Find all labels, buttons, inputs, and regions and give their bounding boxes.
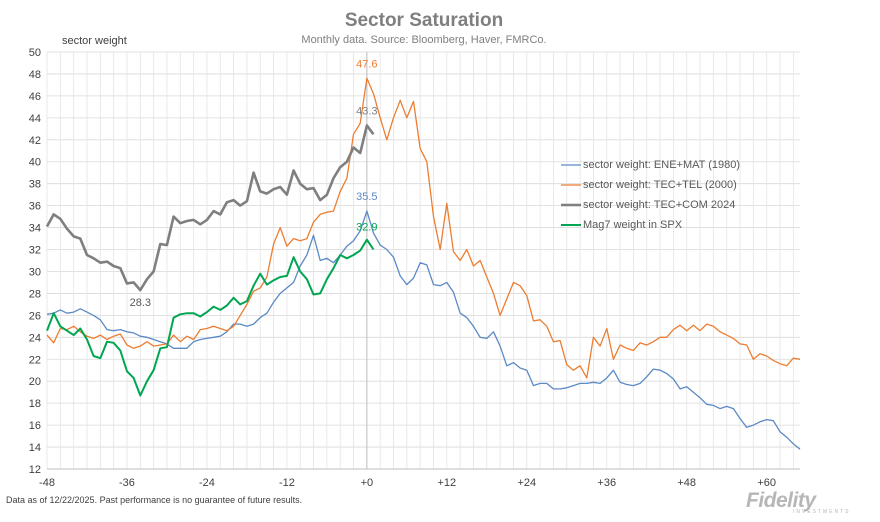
legend-label-ene-mat: sector weight: ENE+MAT (1980) xyxy=(583,159,741,171)
fidelity-logo-tagline: INVESTMENTS xyxy=(793,509,851,515)
y-tick-label: 28 xyxy=(29,288,41,300)
series-line-ene-mat xyxy=(46,210,801,450)
series-line-tec-tel xyxy=(46,77,801,379)
y-tick-label: 42 xyxy=(29,135,41,147)
x-tick-label: -24 xyxy=(199,477,215,489)
y-axis-label: sector weight xyxy=(62,35,127,47)
data-label: 32.9 xyxy=(356,222,377,234)
x-tick-label: +60 xyxy=(757,477,776,489)
gridlines xyxy=(46,51,800,470)
x-tick-label: +36 xyxy=(597,477,616,489)
data-label-min: 28.3 xyxy=(130,297,151,309)
y-tick-label: 30 xyxy=(29,266,41,278)
x-tick-label: +24 xyxy=(517,477,536,489)
y-tick-label: 14 xyxy=(29,442,41,454)
y-tick-label: 18 xyxy=(29,398,41,410)
y-tick-label: 38 xyxy=(29,179,41,191)
x-tick-label: -48 xyxy=(39,477,55,489)
legend-item-tec-com: sector weight: TEC+COM 2024 xyxy=(561,195,740,215)
data-label: 35.5 xyxy=(356,191,377,203)
y-tick-label: 22 xyxy=(29,354,41,366)
footnote: Data as of 12/22/2025. Past performance … xyxy=(6,495,303,505)
y-tick-label: 12 xyxy=(29,464,41,476)
data-labels: 35.5 47.6 43.3 32.9 28.3 xyxy=(130,58,378,309)
y-axis-ticks: 12 14 16 18 20 22 24 26 28 30 32 34 36 38 40 42 44 46 48 50 xyxy=(29,47,41,476)
legend-item-mag7: Mag7 weight in SPX xyxy=(561,215,740,235)
legend-item-tec-tel: sector weight: TEC+TEL (2000) xyxy=(561,175,740,195)
y-tick-label: 50 xyxy=(29,47,41,59)
legend-swatch-tec-tel xyxy=(561,184,581,186)
legend-swatch-ene-mat xyxy=(561,164,581,166)
y-tick-label: 32 xyxy=(29,245,41,257)
legend-swatch-tec-com xyxy=(561,203,581,207)
y-tick-label: 44 xyxy=(29,113,41,125)
legend-label-tec-tel: sector weight: TEC+TEL (2000) xyxy=(583,179,737,191)
series-lines xyxy=(45,77,801,450)
y-tick-label: 34 xyxy=(29,223,41,235)
x-tick-label: -36 xyxy=(119,477,135,489)
y-tick-label: 48 xyxy=(29,69,41,81)
series-line-mag7 xyxy=(46,238,375,397)
x-tick-label: -12 xyxy=(279,477,295,489)
y-tick-label: 16 xyxy=(29,420,41,432)
legend-swatch-mag7 xyxy=(561,224,581,226)
x-tick-label: +12 xyxy=(437,477,456,489)
y-tick-label: 20 xyxy=(29,376,41,388)
fidelity-logo: Fidelity xyxy=(746,489,816,512)
y-tick-label: 40 xyxy=(29,157,41,169)
y-tick-label: 24 xyxy=(29,332,41,344)
y-tick-label: 26 xyxy=(29,310,41,322)
x-tick-label: +48 xyxy=(677,477,696,489)
legend-label-mag7: Mag7 weight in SPX xyxy=(583,219,683,231)
legend: sector weight: ENE+MAT (1980) sector wei… xyxy=(561,155,740,235)
y-tick-label: 36 xyxy=(29,201,41,213)
x-axis-ticks: -48 -36 -24 -12 +0 +12 +24 +36 +48 +60 xyxy=(39,477,776,489)
chart-title: Sector Saturation xyxy=(344,10,504,31)
data-label: 43.3 xyxy=(356,106,377,118)
y-tick-label: 46 xyxy=(29,91,41,103)
series-line-tec-com xyxy=(45,124,375,292)
legend-label-tec-com: sector weight: TEC+COM 2024 xyxy=(583,199,736,211)
x-tick-label: +0 xyxy=(361,477,374,489)
legend-item-ene-mat: sector weight: ENE+MAT (1980) xyxy=(561,155,740,175)
data-label: 47.6 xyxy=(356,58,377,70)
chart-subtitle: Monthly data. Source: Bloomberg, Haver, … xyxy=(301,34,547,46)
